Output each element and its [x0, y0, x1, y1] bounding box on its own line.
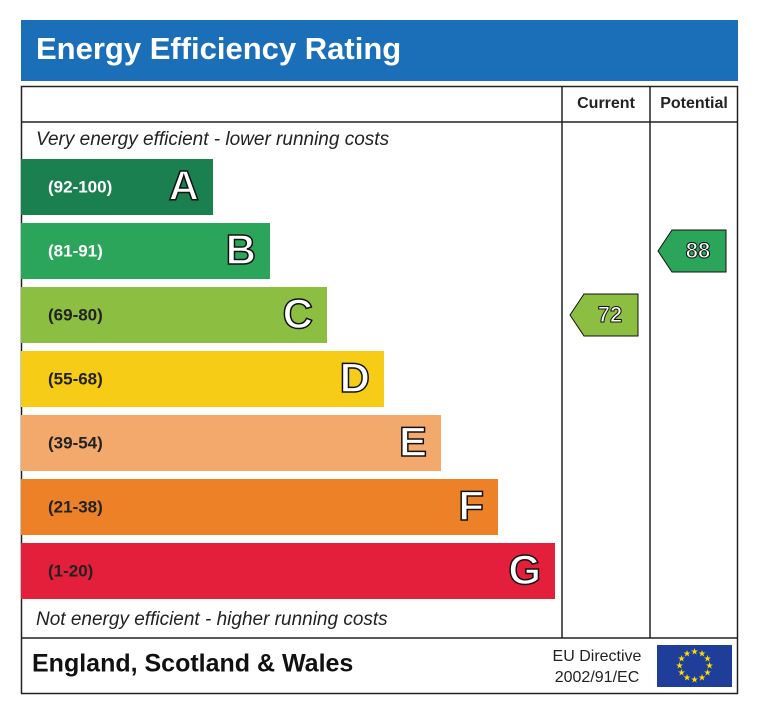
svg-text:★: ★ [705, 660, 713, 670]
rating-value: 72 [598, 302, 622, 327]
svg-text:★: ★ [698, 648, 706, 658]
column-header: Current [577, 95, 635, 112]
directive: EU Directive [553, 648, 642, 665]
svg-text:★: ★ [683, 672, 691, 682]
band-range: (39-54) [48, 433, 103, 452]
band-bar [21, 479, 498, 535]
column-header: Potential [660, 95, 728, 112]
directive-code: 2002/91/EC [555, 669, 640, 686]
svg-text:★: ★ [690, 674, 698, 684]
title: Energy Efficiency Rating [36, 31, 401, 66]
rating-arrow [569, 293, 639, 337]
svg-text:★: ★ [690, 646, 698, 656]
svg-text:★: ★ [703, 667, 711, 677]
band-letter: B [226, 226, 256, 273]
band-range: (81-91) [48, 241, 103, 260]
band-bar [21, 351, 384, 407]
band-range: (92-100) [48, 177, 112, 196]
svg-text:★: ★ [677, 667, 685, 677]
band-letter: G [508, 546, 541, 593]
rating-value: 88 [686, 238, 710, 263]
band-bar [21, 159, 213, 215]
band-bar [21, 223, 270, 279]
svg-text:★: ★ [698, 672, 706, 682]
eu-flag: ★ ★★★ ★★★★ ★★★★ [657, 645, 732, 687]
band-bar [21, 543, 555, 599]
top-note: Very energy efficient - lower running co… [36, 129, 390, 150]
region: England, Scotland & Wales [32, 650, 353, 678]
band-range: (21-38) [48, 497, 103, 516]
band-letter: A [169, 162, 199, 209]
band-bar [21, 287, 327, 343]
band-letter: E [399, 418, 427, 465]
band-bar [21, 415, 441, 471]
band-letter: C [283, 290, 313, 337]
band-range: (1-20) [48, 561, 93, 580]
svg-text:★: ★ [675, 660, 683, 670]
band-range: (69-80) [48, 305, 103, 324]
svg-text:★: ★ [703, 653, 711, 663]
band-range: (55-68) [48, 369, 103, 388]
svg-text:★: ★ [683, 648, 691, 658]
title-bar [21, 20, 738, 81]
rating-arrow [657, 229, 727, 273]
band-letter: D [340, 354, 370, 401]
band-letter: F [458, 482, 484, 529]
bottom-note: Not energy efficient - higher running co… [36, 609, 388, 630]
svg-text:★: ★ [677, 653, 685, 663]
